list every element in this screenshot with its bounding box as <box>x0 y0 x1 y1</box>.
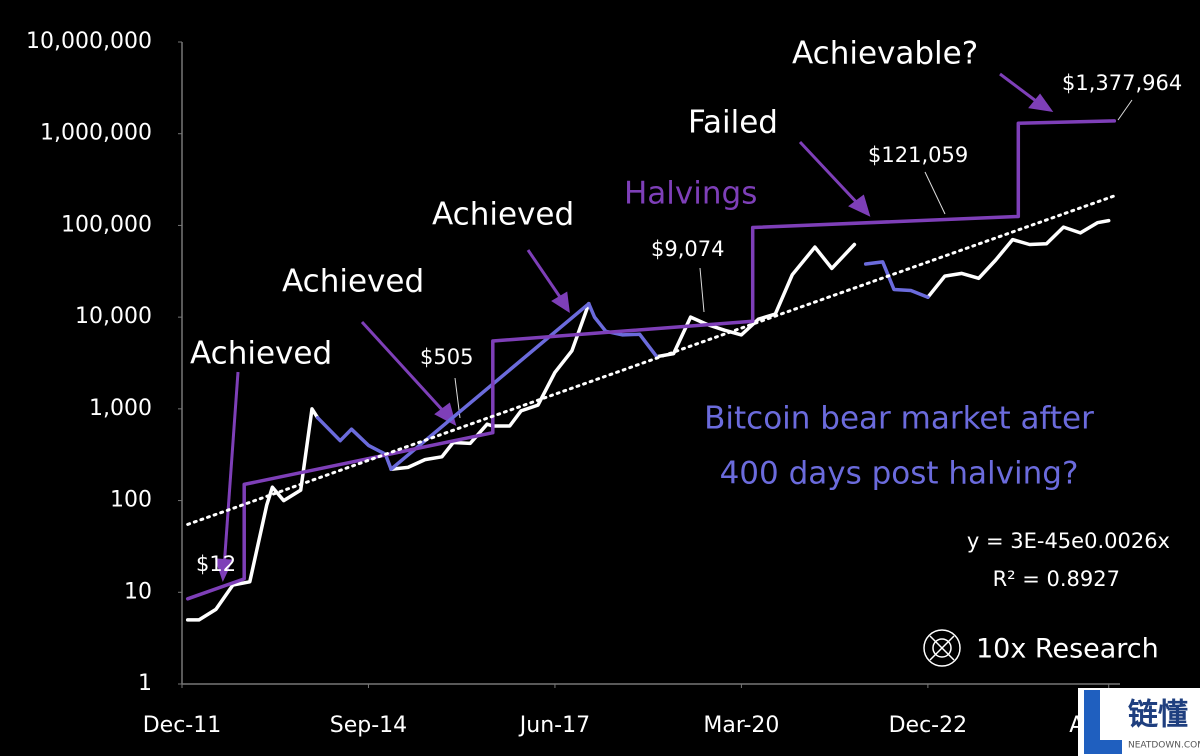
y-tick-label: 10,000 <box>75 304 152 329</box>
series-line <box>315 301 659 471</box>
x-tick-label: Mar-20 <box>703 713 779 738</box>
series-line <box>185 119 1117 601</box>
series-line <box>654 242 857 359</box>
y-tick-label: 100,000 <box>61 212 152 237</box>
x-tick-label: Jun-17 <box>518 713 590 738</box>
series-line <box>185 407 320 622</box>
logo <box>923 629 961 667</box>
arrow-head <box>551 291 570 313</box>
y-tick-label: 10 <box>124 579 152 604</box>
arrow <box>222 371 240 569</box>
x-tick-label: Dec-11 <box>143 713 222 738</box>
watermark-text: 链懂 <box>1128 698 1188 733</box>
y-tick-label: 1,000,000 <box>40 121 152 146</box>
arrow-head <box>214 558 234 583</box>
annotation: Halvings <box>624 176 757 212</box>
series-line <box>926 218 1111 299</box>
arrows <box>214 72 1054 583</box>
brand: 10x Research <box>976 634 1159 665</box>
r-squared: R² = 0.8927 <box>993 567 1120 591</box>
plot <box>185 119 1117 622</box>
annotation: $9,074 <box>651 237 724 261</box>
annotation: Failed <box>688 105 778 141</box>
y-tick-label: 10,000,000 <box>26 29 152 54</box>
y-tick-label: 1 <box>138 671 152 696</box>
equation: y = 3E-45e0.0026x <box>967 529 1170 553</box>
annotation: Bitcoin bear market after <box>704 401 1094 437</box>
leader <box>699 267 705 313</box>
y-tick-label: 1,000 <box>89 396 152 421</box>
annotation: $121,059 <box>868 143 968 167</box>
y-tick-label: 100 <box>110 488 152 513</box>
x-tick-label: Sep-14 <box>330 713 407 738</box>
watermark-icon <box>1084 690 1122 754</box>
logo-circle <box>932 638 952 658</box>
arrow <box>360 320 448 416</box>
arrow <box>798 140 862 208</box>
arrow-head <box>1028 93 1054 113</box>
annotation: Achievable? <box>792 36 978 72</box>
watermark-url: NEATDOWN.COM <box>1128 741 1200 751</box>
x-tick-label: Dec-22 <box>889 713 968 738</box>
watermark: 链懂 NEATDOWN.COM <box>1078 688 1200 756</box>
arrow-head <box>848 194 871 217</box>
annotation: $12 <box>196 552 236 576</box>
logo-circle <box>923 629 961 667</box>
arrow <box>526 249 564 301</box>
leader <box>924 171 946 215</box>
series-line <box>863 260 930 299</box>
annotation: Achieved <box>190 336 332 372</box>
annotation: 400 days post halving? <box>720 456 1079 492</box>
arrow <box>999 72 1041 106</box>
logo-line <box>929 635 955 661</box>
annotation: Achieved <box>282 264 424 300</box>
series-line <box>389 301 591 471</box>
annotation: $1,377,964 <box>1062 71 1182 95</box>
leader <box>1117 99 1133 121</box>
series-line <box>186 194 1116 526</box>
annotation: Achieved <box>432 197 574 233</box>
annotation: $505 <box>420 345 473 369</box>
